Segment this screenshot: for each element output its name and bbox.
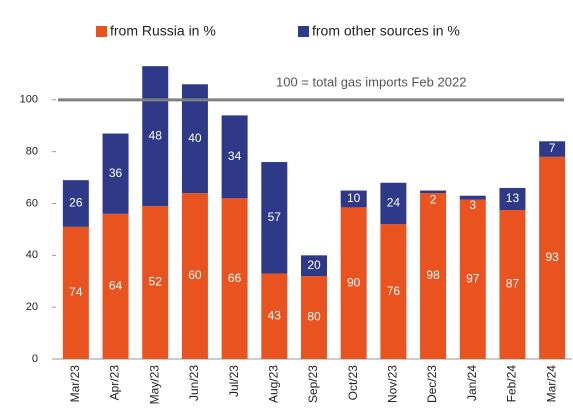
- bar-segment: [380, 224, 407, 359]
- x-tick-label: Aug/23: [266, 365, 280, 403]
- x-tick-label: Apr/23: [108, 365, 122, 401]
- y-tick-label: 60: [26, 197, 38, 209]
- bar-segment: [301, 255, 327, 277]
- data-label: 87: [506, 277, 520, 291]
- data-label: 60: [188, 268, 202, 282]
- data-label: 20: [307, 258, 321, 272]
- data-label: 3: [469, 198, 476, 212]
- data-label: 36: [109, 166, 123, 180]
- data-label: 98: [426, 268, 440, 282]
- data-label: 90: [347, 275, 361, 289]
- x-tick-label: Dec/23: [425, 365, 439, 403]
- bar-segment: [459, 195, 486, 200]
- legend-label: from other sources in %: [312, 23, 460, 39]
- x-tick-label: Mar/24: [544, 365, 558, 403]
- bar-segment: [539, 141, 566, 157]
- data-label: 26: [69, 196, 83, 210]
- legend-swatch: [96, 26, 107, 37]
- bar-segment: [380, 182, 407, 225]
- bar-segment: [340, 190, 367, 208]
- bar-segment: [459, 199, 486, 359]
- data-label: 93: [545, 250, 559, 264]
- data-label: 66: [228, 271, 242, 285]
- data-label: 7: [549, 141, 556, 155]
- bar-segment: [499, 187, 526, 210]
- data-label: 97: [466, 271, 480, 285]
- y-tick-label: 100: [20, 94, 38, 106]
- y-tick-label: 0: [32, 353, 38, 365]
- data-label: 13: [506, 191, 520, 205]
- bar-segment: [62, 226, 89, 359]
- data-label: 57: [268, 210, 282, 224]
- bar-segment: [181, 193, 208, 359]
- bar-segment: [420, 190, 447, 194]
- bar-segment: [181, 84, 208, 194]
- legend-label: from Russia in %: [110, 23, 216, 39]
- data-label: 24: [387, 196, 401, 210]
- data-label: 74: [69, 285, 83, 299]
- x-tick-label: Feb/24: [505, 365, 519, 403]
- x-tick-label: Mar/23: [68, 365, 82, 403]
- data-label: 43: [268, 308, 282, 322]
- y-tick-label: 40: [26, 249, 38, 261]
- data-label: 2: [430, 193, 437, 207]
- x-tick-label: Oct/23: [346, 365, 360, 401]
- bar-segment: [62, 180, 89, 227]
- bar-segment: [499, 209, 526, 359]
- bar-segment: [221, 115, 248, 199]
- data-label: 10: [347, 191, 361, 205]
- data-label: 76: [387, 284, 401, 298]
- bar-segment: [102, 133, 129, 214]
- x-tick-label: Jan/24: [465, 365, 479, 401]
- data-label: 48: [149, 128, 163, 142]
- y-tick-label: 80: [26, 146, 38, 158]
- bar-segment: [221, 198, 248, 359]
- data-label: 34: [228, 149, 242, 163]
- bar-segment: [340, 207, 367, 359]
- x-tick-label: Sep/23: [306, 365, 320, 403]
- bar-segment: [301, 276, 327, 359]
- bar-segment: [420, 193, 447, 359]
- data-label: 80: [307, 310, 321, 324]
- legend-swatch: [298, 26, 309, 37]
- y-tick-label: 20: [26, 301, 38, 313]
- bar-segment: [142, 206, 169, 359]
- x-tick-label: Jul/23: [227, 365, 241, 397]
- x-tick-label: Nov/23: [386, 365, 400, 403]
- data-label: 40: [188, 131, 202, 145]
- data-label: 52: [149, 275, 163, 289]
- annotation: 100 = total gas imports Feb 2022: [276, 74, 466, 89]
- bar-segment: [261, 273, 288, 359]
- x-tick-label: May/23: [147, 365, 161, 405]
- bar-segment: [261, 162, 288, 274]
- bar-segment: [102, 213, 129, 359]
- x-tick-label: Jun/23: [187, 365, 201, 401]
- bar-segment: [539, 156, 566, 359]
- bar-segment: [142, 66, 169, 207]
- data-label: 64: [109, 279, 123, 293]
